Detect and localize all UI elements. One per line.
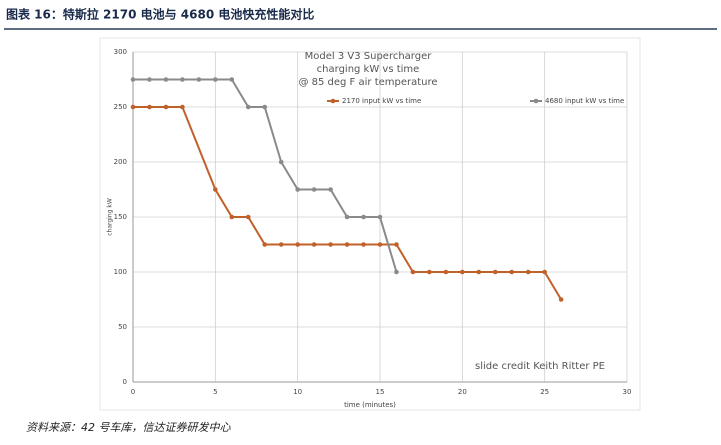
point (213, 77, 218, 82)
x-axis-label: time (minutes) (344, 401, 396, 409)
point (278, 242, 284, 247)
point (344, 214, 350, 220)
x-tick-label: 20 (458, 388, 467, 396)
point (344, 242, 350, 247)
point (361, 214, 366, 220)
point (410, 269, 416, 275)
point (311, 187, 317, 192)
series-line (133, 106, 562, 301)
point (492, 269, 498, 275)
legend-label: 2170 input kW vs time (342, 97, 421, 105)
point (460, 269, 465, 275)
point (245, 214, 251, 220)
point (196, 77, 202, 82)
point (278, 159, 284, 165)
point (130, 77, 136, 82)
point (147, 77, 152, 82)
x-tick-label: 25 (540, 388, 549, 396)
point (525, 269, 531, 275)
point (394, 242, 399, 247)
y-tick-label: 300 (114, 48, 127, 56)
point (394, 269, 399, 275)
y-tick-label: 250 (114, 103, 127, 111)
x-tick-label: 30 (623, 388, 632, 396)
x-tick-label: 0 (131, 388, 135, 396)
point (361, 242, 366, 247)
point (311, 242, 317, 247)
point (427, 269, 432, 275)
point (163, 77, 169, 82)
point (558, 297, 564, 302)
chart-title: Model 3 V3 Supercharger (305, 51, 433, 62)
point (262, 242, 268, 247)
point (262, 104, 268, 110)
point (542, 269, 547, 275)
legend-label: 4680 input kW vs time (545, 97, 624, 105)
point (245, 104, 251, 110)
point (295, 187, 300, 192)
chart-frame (99, 37, 641, 411)
point (180, 77, 185, 82)
point (147, 104, 152, 110)
point (163, 104, 169, 110)
y-tick-label: 100 (114, 268, 127, 276)
point (377, 214, 383, 220)
x-tick-label: 15 (376, 388, 385, 396)
x-tick-label: 5 (213, 388, 217, 396)
y-tick-label: 150 (114, 213, 127, 221)
y-axis-label: charging kW (107, 198, 114, 236)
x-tick-label: 10 (293, 388, 302, 396)
annotation: slide credit Keith Ritter PE (475, 361, 605, 372)
point (443, 269, 449, 275)
point (229, 214, 235, 220)
point (295, 242, 300, 247)
legend-marker (330, 98, 336, 104)
legend-marker (533, 98, 539, 104)
y-tick-label: 0 (123, 378, 127, 386)
chart-title: charging kW vs time (317, 64, 420, 75)
chart-title: @ 85 deg F air temperature (298, 77, 437, 88)
point (377, 242, 383, 247)
y-tick-label: 50 (118, 323, 127, 331)
header-title: 图表 16：特斯拉 2170 电池与 4680 电池快充性能对比 (6, 7, 314, 22)
point (180, 104, 185, 110)
y-tick-label: 200 (114, 158, 127, 166)
point (229, 77, 235, 82)
point (328, 242, 333, 247)
point (328, 187, 333, 192)
point (130, 104, 136, 110)
source: 资料来源：42 号车库，信达证券研发中心 (26, 421, 231, 434)
point (213, 187, 218, 192)
point (509, 269, 515, 275)
point (476, 269, 482, 275)
